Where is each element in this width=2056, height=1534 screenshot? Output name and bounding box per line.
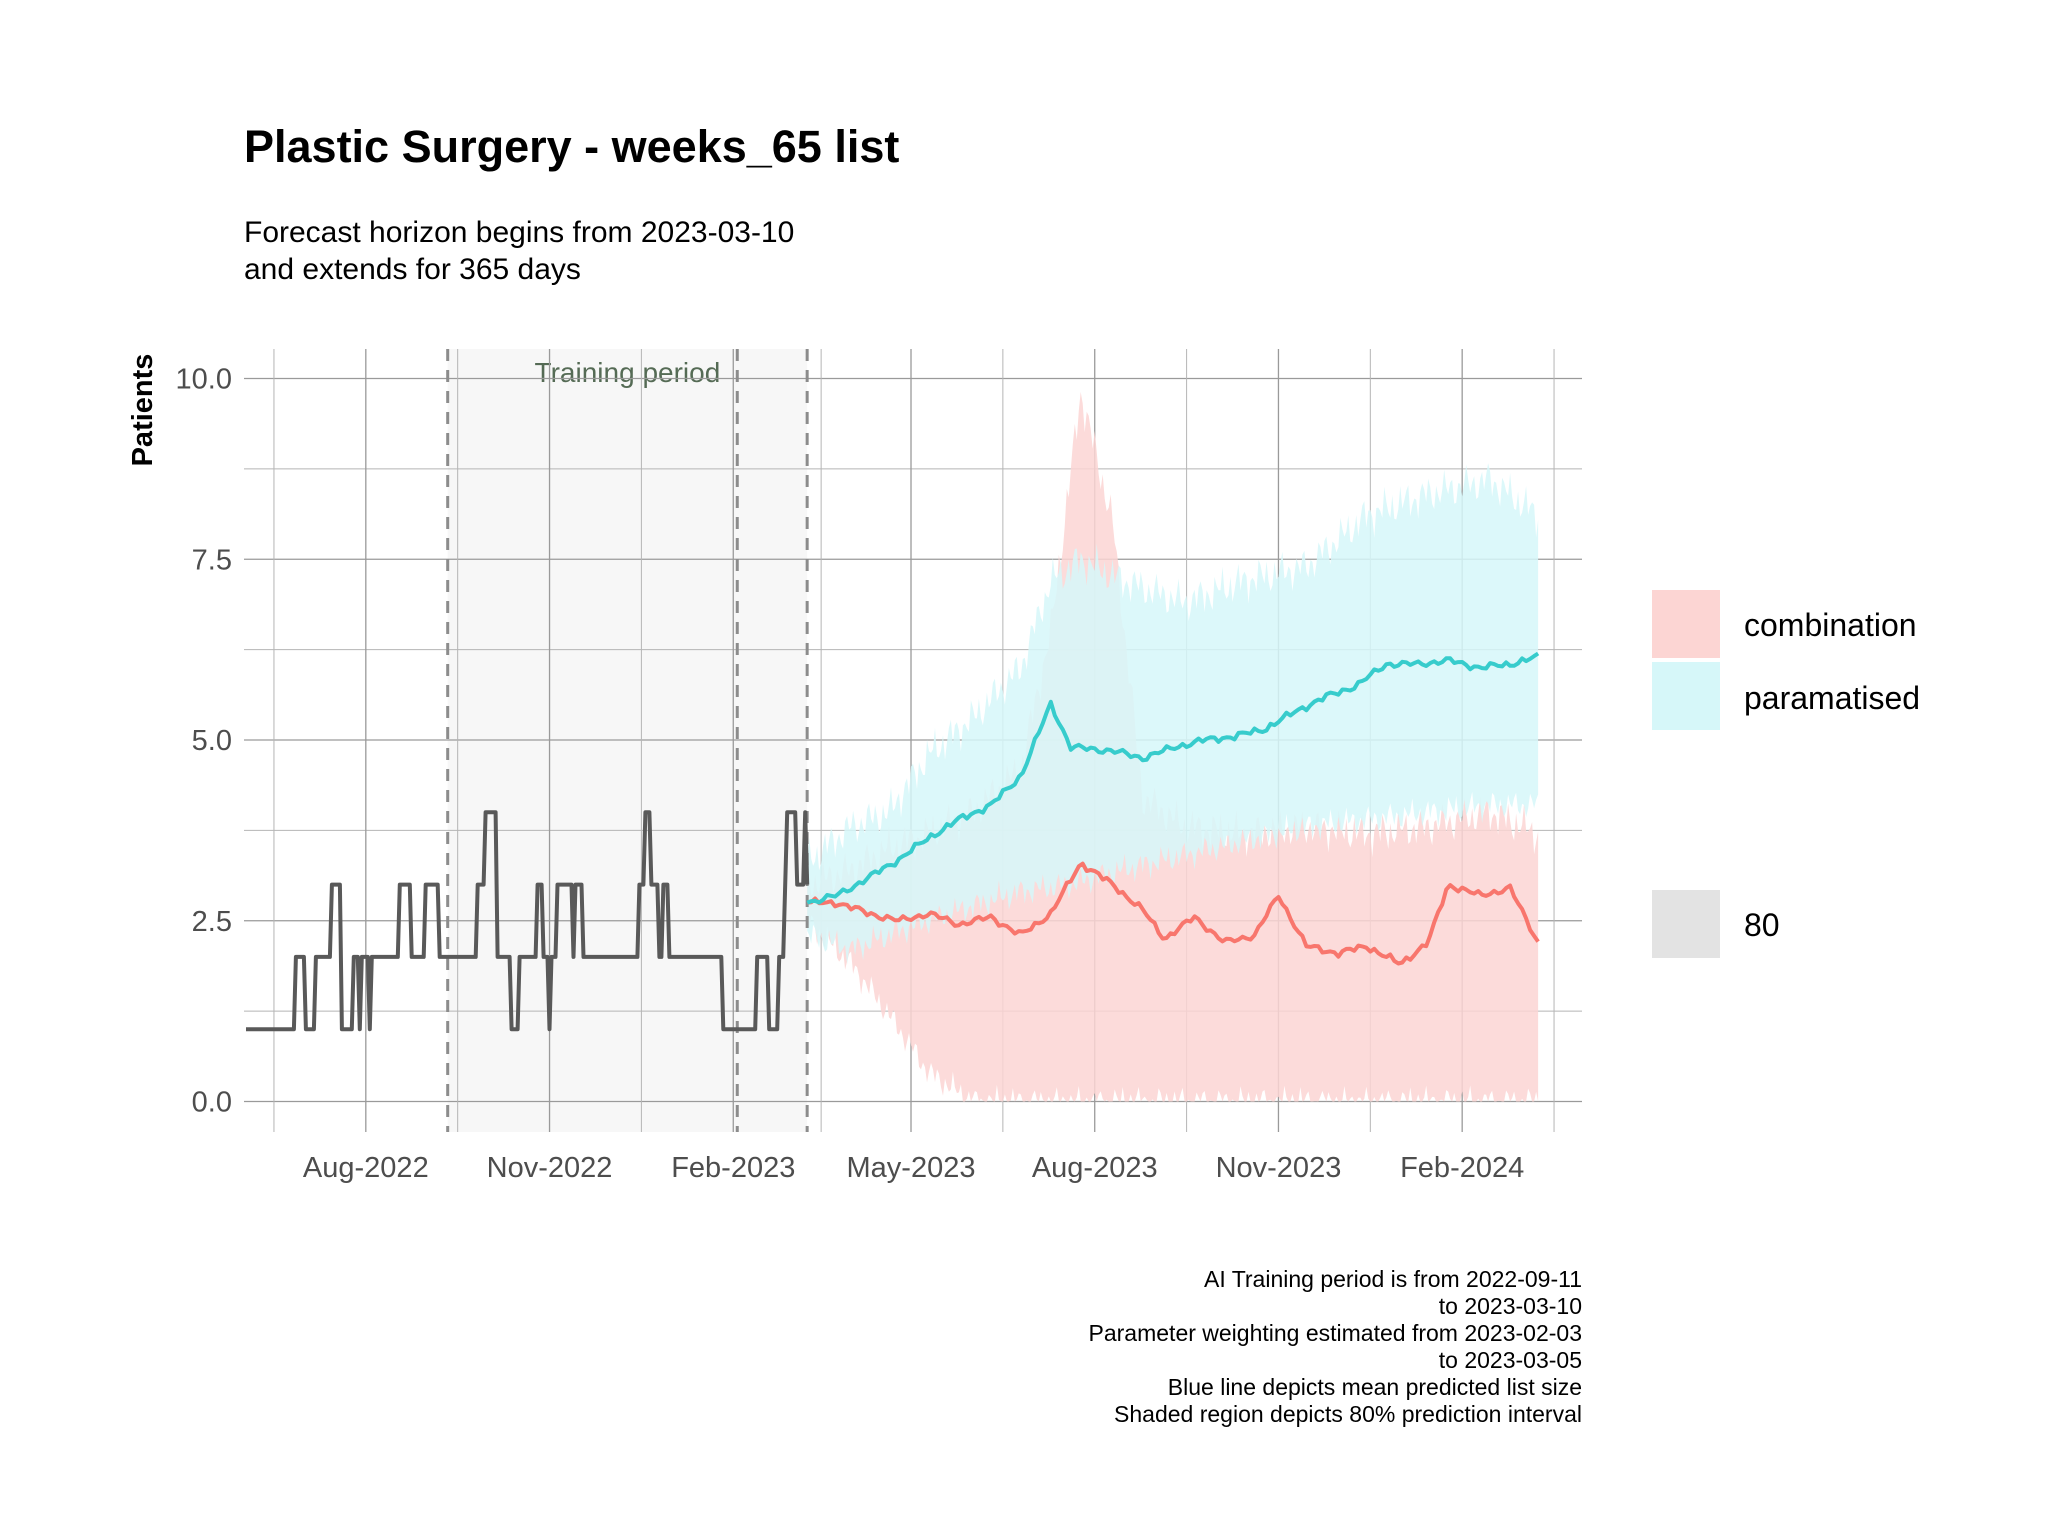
ribbon-combination bbox=[807, 391, 1539, 1102]
caption-line-4: to 2023-03-05 bbox=[1439, 1347, 1582, 1373]
ribbon-paramatised bbox=[807, 463, 1539, 965]
legend-label-interval: 80 bbox=[1744, 907, 1780, 943]
y-axis-title: Patients bbox=[127, 354, 159, 467]
y-tick-label: 0.0 bbox=[192, 1087, 232, 1119]
observed-line bbox=[246, 810, 810, 1032]
x-tick-label: Aug-2023 bbox=[1032, 1152, 1158, 1184]
x-tick-label: Nov-2023 bbox=[1216, 1152, 1342, 1184]
reference-lines-layer bbox=[446, 349, 809, 1132]
legend-key-combination bbox=[1652, 590, 1720, 658]
legend-key-paramatised bbox=[1652, 662, 1720, 730]
legend-label-combination: combination bbox=[1744, 607, 1917, 643]
x-tick-label: Nov-2022 bbox=[487, 1152, 613, 1184]
y-tick-label: 5.0 bbox=[192, 725, 232, 757]
y-tick-label: 7.5 bbox=[192, 544, 232, 576]
legend-label-paramatised: paramatised bbox=[1744, 680, 1920, 716]
x-tick-label: Feb-2024 bbox=[1400, 1152, 1524, 1184]
chart-title: Plastic Surgery - weeks_65 list bbox=[244, 121, 899, 172]
caption-line-5: Blue line depicts mean predicted list si… bbox=[1168, 1374, 1582, 1400]
y-tick-label: 2.5 bbox=[192, 906, 232, 938]
x-tick-label: May-2023 bbox=[847, 1152, 976, 1184]
caption-line-6: Shaded region depicts 80% prediction int… bbox=[1114, 1401, 1582, 1427]
caption-line-1: AI Training period is from 2022-09-11 bbox=[1204, 1266, 1582, 1292]
caption-line-3: Parameter weighting estimated from 2023-… bbox=[1089, 1320, 1582, 1346]
x-tick-label: Aug-2022 bbox=[303, 1152, 429, 1184]
chart-subtitle-line-1: Forecast horizon begins from 2023-03-10 bbox=[244, 216, 794, 249]
caption-line-2: to 2023-03-10 bbox=[1439, 1293, 1582, 1319]
training-period-label: Training period bbox=[535, 357, 721, 388]
chart-subtitle-line-2: and extends for 365 days bbox=[244, 253, 581, 286]
x-tick-label: Feb-2023 bbox=[671, 1152, 795, 1184]
caption: AI Training period is from 2022-09-11 to… bbox=[1089, 1266, 1582, 1427]
lines-layer bbox=[246, 651, 1540, 1032]
mean-line-combination bbox=[807, 861, 1540, 966]
legend: combination paramatised 80 bbox=[1652, 590, 1920, 958]
prediction-interval-layer bbox=[807, 391, 1539, 1102]
y-tick-label: 10.0 bbox=[176, 364, 232, 396]
tick-labels-layer: 0.0 2.5 5.0 7.5 10.0 Aug-2022 Nov-2022 Feb-2023… bbox=[176, 364, 1525, 1185]
legend-key-interval bbox=[1652, 890, 1720, 958]
mean-line-paramatised bbox=[806, 651, 1540, 905]
